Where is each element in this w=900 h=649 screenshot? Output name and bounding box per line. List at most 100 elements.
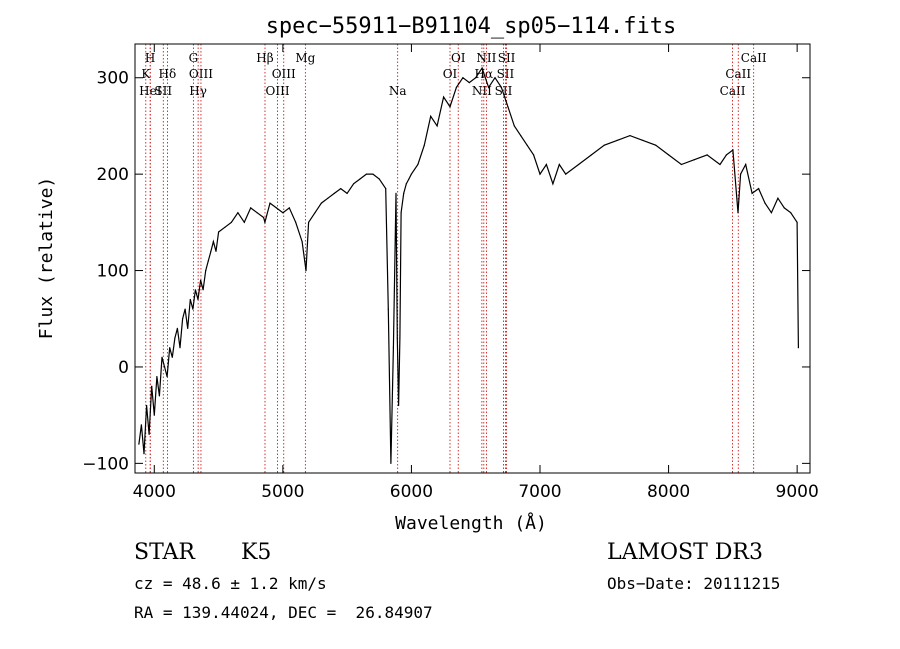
spectrum-point	[158, 395, 160, 397]
y-axis-label: Flux (relative)	[36, 177, 57, 340]
spectrum-point	[526, 144, 528, 146]
spectral-line-markers: KHHeISIIHδGHγOIIIHβOIIIOIIIMgNaOIOINIIHα…	[139, 44, 767, 473]
marker-label: NII	[472, 84, 492, 98]
axis-ticks: 4000 5000 6000 7000 8000 9000 −100 0 100 200 300	[82, 44, 819, 502]
spectrum-point	[264, 221, 266, 223]
marker-label: Hδ	[159, 67, 177, 81]
spectrum-point	[151, 385, 153, 387]
marker-label: CaII	[720, 84, 746, 98]
spectrum-point	[398, 404, 400, 407]
marker-label: CaII	[741, 51, 767, 65]
spectrum-point	[230, 221, 232, 223]
spectrum-point	[256, 212, 258, 214]
spectrum-point	[565, 173, 567, 175]
spectrum-point	[507, 106, 509, 108]
object-subclass: K5	[241, 540, 272, 565]
spectrum-point	[269, 202, 271, 204]
spectrum-point	[275, 207, 277, 209]
spectrum-point	[250, 207, 252, 209]
spectrum-point	[340, 188, 342, 190]
spectrum-point	[488, 86, 490, 88]
survey-name: LAMOST DR3	[607, 540, 763, 565]
spectrum-point	[616, 139, 618, 141]
spectrum-point	[143, 453, 145, 455]
spectrum-point	[706, 154, 708, 156]
spectrum-point	[359, 178, 361, 180]
marker-label: SII	[498, 51, 516, 65]
spectrum-point	[189, 298, 191, 301]
object-class: STAR	[134, 540, 195, 565]
spectrum-point	[184, 308, 186, 310]
spectrum-point	[243, 221, 245, 223]
spectrum-point	[790, 212, 792, 214]
spectrum-point	[396, 337, 398, 339]
spectrum-point	[468, 82, 470, 84]
spectrum-point	[156, 376, 158, 378]
spectrum-point	[218, 231, 220, 233]
marker-label: K	[141, 67, 151, 81]
y-tick-label: 0	[118, 358, 129, 378]
spectrum-series	[138, 66, 800, 464]
spectrum-point	[417, 163, 419, 166]
spectrum-point	[399, 337, 401, 339]
spectrum-point	[187, 327, 189, 329]
spectrum-point	[533, 154, 535, 156]
spectrum-point	[200, 279, 202, 281]
y-tick-label: −100	[82, 454, 129, 474]
spectrum-point	[210, 250, 212, 252]
spectrum-point	[263, 216, 265, 219]
spectrum-point	[758, 188, 760, 190]
spectrum-point	[745, 163, 747, 166]
marker-label: Na	[389, 84, 407, 98]
marker-label: OI	[443, 67, 458, 81]
spectrum-point	[513, 125, 515, 127]
plot-frame	[134, 43, 811, 474]
spectrum-point	[578, 163, 580, 166]
marker-label: OIII	[272, 67, 296, 81]
y-tick-label: 300	[97, 69, 129, 89]
redshift-text: cz = 48.6 ± 1.2 km/s	[134, 574, 327, 593]
spectrum-point	[796, 221, 798, 223]
spectrum-point	[475, 77, 477, 79]
spectrum-point	[392, 347, 394, 349]
spectrum-point	[288, 207, 290, 209]
spectrum-point	[305, 270, 307, 272]
spectrum-point	[153, 414, 155, 416]
marker-label: SII	[154, 84, 172, 98]
spectrum-point	[680, 163, 683, 166]
spectrum-point	[539, 173, 541, 175]
spectrum-point	[138, 443, 140, 445]
spectrum-point	[387, 308, 389, 310]
spectrum-point	[449, 106, 451, 108]
spectrum-point	[797, 347, 800, 349]
spectrum-point	[205, 270, 207, 272]
y-tick-label: 100	[97, 262, 129, 282]
chart-title: spec−55911−B91104_sp05−114.fits	[266, 14, 677, 39]
spectrum-point	[148, 433, 150, 435]
spectrum-point	[161, 356, 163, 358]
coordinates-text: RA = 139.44024, DEC = 26.84907	[134, 603, 433, 622]
spectrum-point	[197, 298, 199, 301]
spectrum-point	[719, 163, 721, 166]
x-tick-label: 4000	[133, 482, 176, 502]
x-tick-label: 5000	[261, 482, 304, 502]
spectrum-point	[327, 197, 329, 199]
marker-label: Hβ	[256, 51, 273, 65]
spectrum-point	[333, 192, 335, 194]
spectrum-point	[282, 212, 284, 214]
spectrum-point	[385, 188, 387, 190]
marker-label: CaII	[725, 67, 751, 81]
spectrum-point	[174, 337, 176, 339]
spectrum-point	[378, 178, 380, 180]
y-tick-label: 200	[97, 165, 129, 185]
spectrum-point	[423, 144, 425, 146]
spectrum-point	[455, 86, 457, 88]
spectrum-point	[443, 96, 445, 98]
spectrum-point	[176, 327, 178, 329]
spectrum-point	[146, 404, 148, 407]
spectrum-point	[590, 154, 593, 156]
spectrum-point	[308, 221, 310, 223]
spectrum-point	[481, 67, 483, 69]
spectrum-point	[405, 183, 407, 185]
spectrum-point	[390, 462, 392, 464]
